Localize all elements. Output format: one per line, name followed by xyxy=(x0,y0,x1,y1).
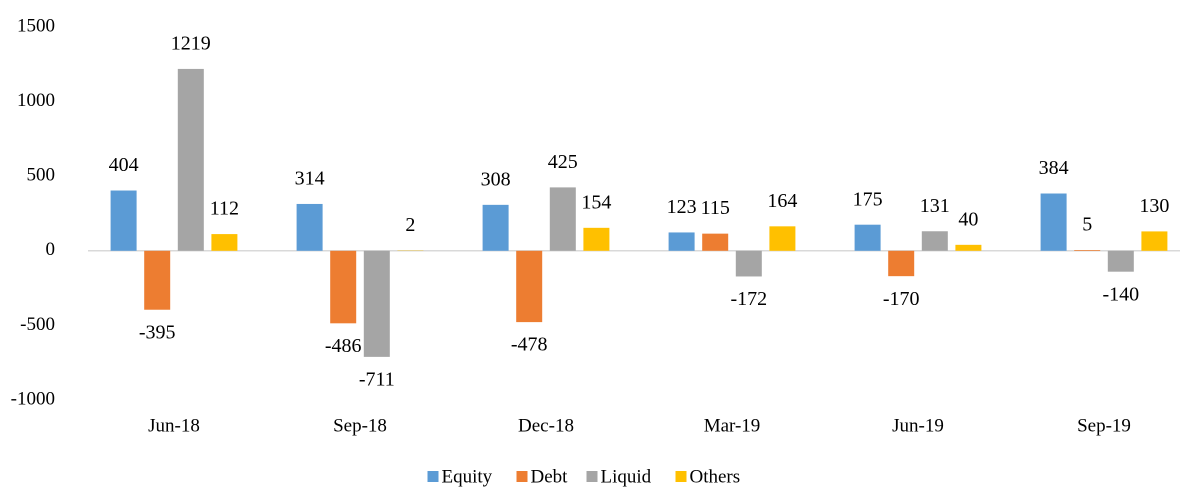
x-tick-label: Jun-19 xyxy=(892,415,944,436)
legend-label: Equity xyxy=(442,466,493,487)
legend-label: Debt xyxy=(531,466,569,487)
data-label: -140 xyxy=(1102,283,1139,305)
y-tick-label: 1000 xyxy=(17,90,55,111)
bar xyxy=(330,250,357,324)
data-label: 5 xyxy=(1082,214,1092,236)
data-label: 154 xyxy=(581,191,611,213)
data-label: 164 xyxy=(767,190,797,212)
y-tick-label: 0 xyxy=(46,239,56,260)
bar xyxy=(854,224,881,251)
bar xyxy=(363,250,390,357)
data-label: 131 xyxy=(920,195,950,217)
data-label: 2 xyxy=(405,214,415,236)
data-label: -172 xyxy=(730,288,767,310)
y-tick-label: 500 xyxy=(27,165,56,186)
data-label: -711 xyxy=(359,368,395,390)
bar xyxy=(1107,250,1134,272)
data-label: 123 xyxy=(667,196,697,218)
data-label: -478 xyxy=(511,334,548,356)
bar xyxy=(955,244,982,251)
bar xyxy=(888,250,915,277)
data-label: -395 xyxy=(139,321,176,343)
data-label: 112 xyxy=(210,198,239,220)
data-label: 314 xyxy=(295,168,325,190)
data-label: 115 xyxy=(701,197,730,219)
bar xyxy=(144,250,171,310)
legend-swatch xyxy=(675,471,687,482)
data-label: -486 xyxy=(325,335,362,357)
x-tick-label: Jun-18 xyxy=(148,415,200,436)
data-label: 404 xyxy=(109,154,139,176)
legend-label: Others xyxy=(690,466,741,487)
x-tick-label: Mar-19 xyxy=(704,415,761,436)
legend-swatch xyxy=(586,471,598,482)
y-tick-label: -1000 xyxy=(11,388,55,409)
x-tick-label: Sep-19 xyxy=(1077,415,1131,436)
x-tick-label: Dec-18 xyxy=(518,415,574,436)
bar xyxy=(583,227,610,251)
data-label: 175 xyxy=(853,188,883,210)
y-tick-label: 1500 xyxy=(17,15,55,36)
bar xyxy=(921,231,948,251)
data-label: 308 xyxy=(481,168,511,190)
bar xyxy=(769,226,796,251)
data-label: 425 xyxy=(548,151,578,173)
data-label: -170 xyxy=(883,288,920,310)
bar xyxy=(516,250,543,323)
bar xyxy=(296,203,323,251)
bar xyxy=(735,250,762,277)
legend-swatch xyxy=(427,471,439,482)
data-label: 40 xyxy=(958,208,978,230)
bar xyxy=(702,233,729,251)
y-tick-label: -500 xyxy=(20,314,55,335)
data-label: 384 xyxy=(1039,157,1069,179)
bar xyxy=(177,68,204,251)
bar xyxy=(211,234,238,251)
bar xyxy=(1141,231,1168,251)
x-tick-label: Sep-18 xyxy=(333,415,387,436)
legend-swatch xyxy=(516,471,528,482)
bar xyxy=(668,232,695,251)
data-label: 130 xyxy=(1139,195,1169,217)
bar xyxy=(549,187,576,251)
legend-label: Liquid xyxy=(601,466,652,487)
bar xyxy=(1040,193,1067,251)
data-label: 1219 xyxy=(171,33,211,55)
bar xyxy=(1074,250,1101,251)
bar xyxy=(482,204,509,251)
bar xyxy=(110,190,137,251)
